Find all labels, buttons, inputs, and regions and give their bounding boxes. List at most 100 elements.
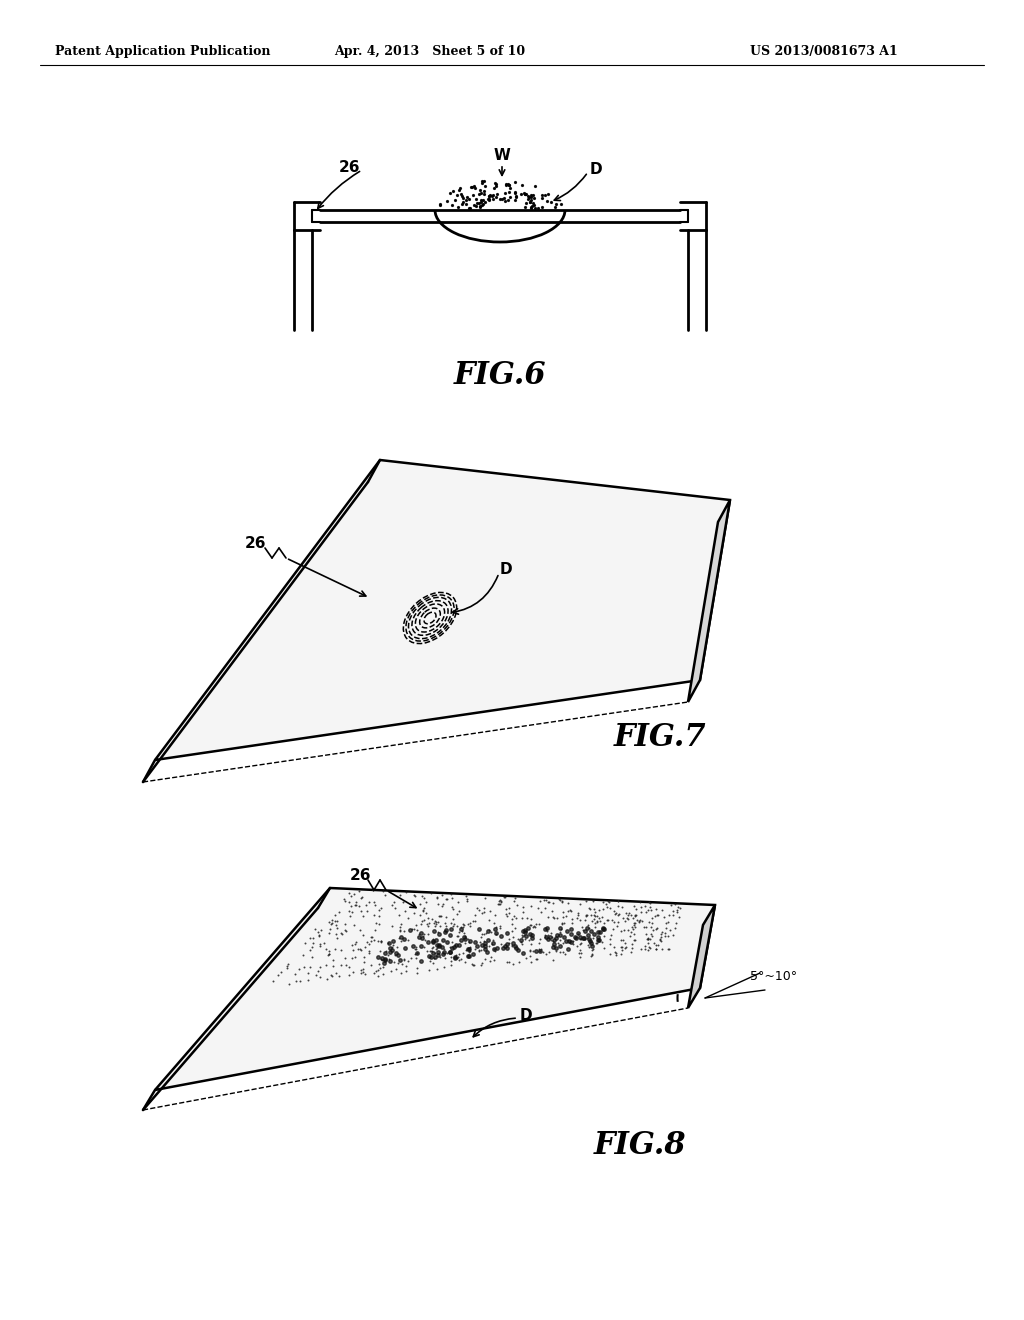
Point: [573, 929, 590, 950]
Point: [343, 902, 359, 923]
Point: [532, 928, 549, 949]
Point: [475, 931, 492, 952]
Point: [656, 906, 673, 927]
Point: [370, 960, 386, 981]
Point: [451, 921, 467, 942]
Point: [324, 966, 340, 987]
Point: [367, 894, 383, 915]
Point: [628, 904, 644, 925]
Point: [504, 935, 520, 956]
Point: [362, 927, 379, 948]
Point: [408, 939, 424, 960]
Point: [653, 927, 670, 948]
Point: [585, 939, 601, 960]
Point: [343, 884, 359, 906]
Point: [507, 888, 523, 909]
Point: [421, 960, 437, 981]
Point: [530, 913, 547, 935]
Point: [449, 944, 465, 965]
Point: [445, 913, 462, 935]
Point: [384, 936, 400, 957]
Point: [487, 940, 504, 961]
Point: [444, 909, 461, 931]
Polygon shape: [155, 459, 730, 760]
Point: [418, 903, 434, 924]
Point: [497, 886, 513, 907]
Point: [538, 942, 554, 964]
Point: [501, 952, 517, 973]
Point: [587, 904, 603, 925]
Point: [586, 927, 602, 948]
Point: [287, 964, 303, 985]
Point: [581, 917, 597, 939]
Point: [614, 929, 631, 950]
Point: [520, 929, 537, 950]
Point: [651, 928, 668, 949]
Point: [385, 935, 401, 956]
Point: [528, 949, 545, 970]
Point: [264, 970, 281, 991]
Point: [388, 958, 404, 979]
Point: [555, 941, 571, 962]
Point: [451, 942, 467, 964]
Point: [594, 932, 610, 953]
Point: [279, 956, 295, 977]
Point: [525, 916, 542, 937]
Point: [420, 915, 436, 936]
Text: 5°~10°: 5°~10°: [750, 969, 797, 982]
Point: [329, 911, 345, 932]
Point: [669, 902, 685, 923]
Point: [473, 952, 489, 973]
Point: [471, 940, 487, 961]
Point: [556, 912, 572, 933]
Point: [392, 931, 409, 952]
Point: [493, 891, 509, 912]
Point: [555, 907, 571, 928]
Point: [589, 932, 605, 953]
Point: [435, 956, 452, 977]
Point: [348, 931, 365, 952]
Point: [328, 915, 344, 936]
Point: [638, 924, 654, 945]
Text: FIG.7: FIG.7: [613, 722, 707, 754]
Point: [653, 924, 670, 945]
Point: [304, 932, 321, 953]
Point: [321, 944, 337, 965]
Point: [391, 928, 408, 949]
Point: [327, 904, 343, 925]
Point: [470, 940, 486, 961]
Point: [668, 917, 684, 939]
Point: [644, 920, 660, 941]
Point: [509, 895, 525, 916]
Point: [460, 928, 476, 949]
Point: [469, 898, 485, 919]
Point: [325, 950, 341, 972]
Point: [396, 949, 413, 970]
Point: [501, 902, 517, 923]
Point: [571, 909, 588, 931]
Point: [444, 916, 461, 937]
Point: [450, 891, 466, 912]
Point: [617, 911, 634, 932]
Point: [508, 907, 524, 928]
Point: [281, 974, 297, 995]
Point: [428, 886, 444, 907]
Point: [493, 916, 509, 937]
Point: [549, 932, 565, 953]
Point: [475, 898, 492, 919]
Point: [621, 903, 637, 924]
Point: [417, 929, 433, 950]
Point: [577, 909, 593, 931]
Point: [409, 957, 425, 978]
Point: [383, 895, 399, 916]
Point: [449, 903, 465, 924]
Point: [568, 908, 585, 929]
Point: [446, 935, 463, 956]
Point: [462, 940, 478, 961]
Point: [519, 907, 536, 928]
Point: [551, 888, 567, 909]
Point: [545, 949, 561, 970]
Point: [643, 916, 659, 937]
Point: [579, 904, 595, 925]
Point: [297, 933, 313, 954]
